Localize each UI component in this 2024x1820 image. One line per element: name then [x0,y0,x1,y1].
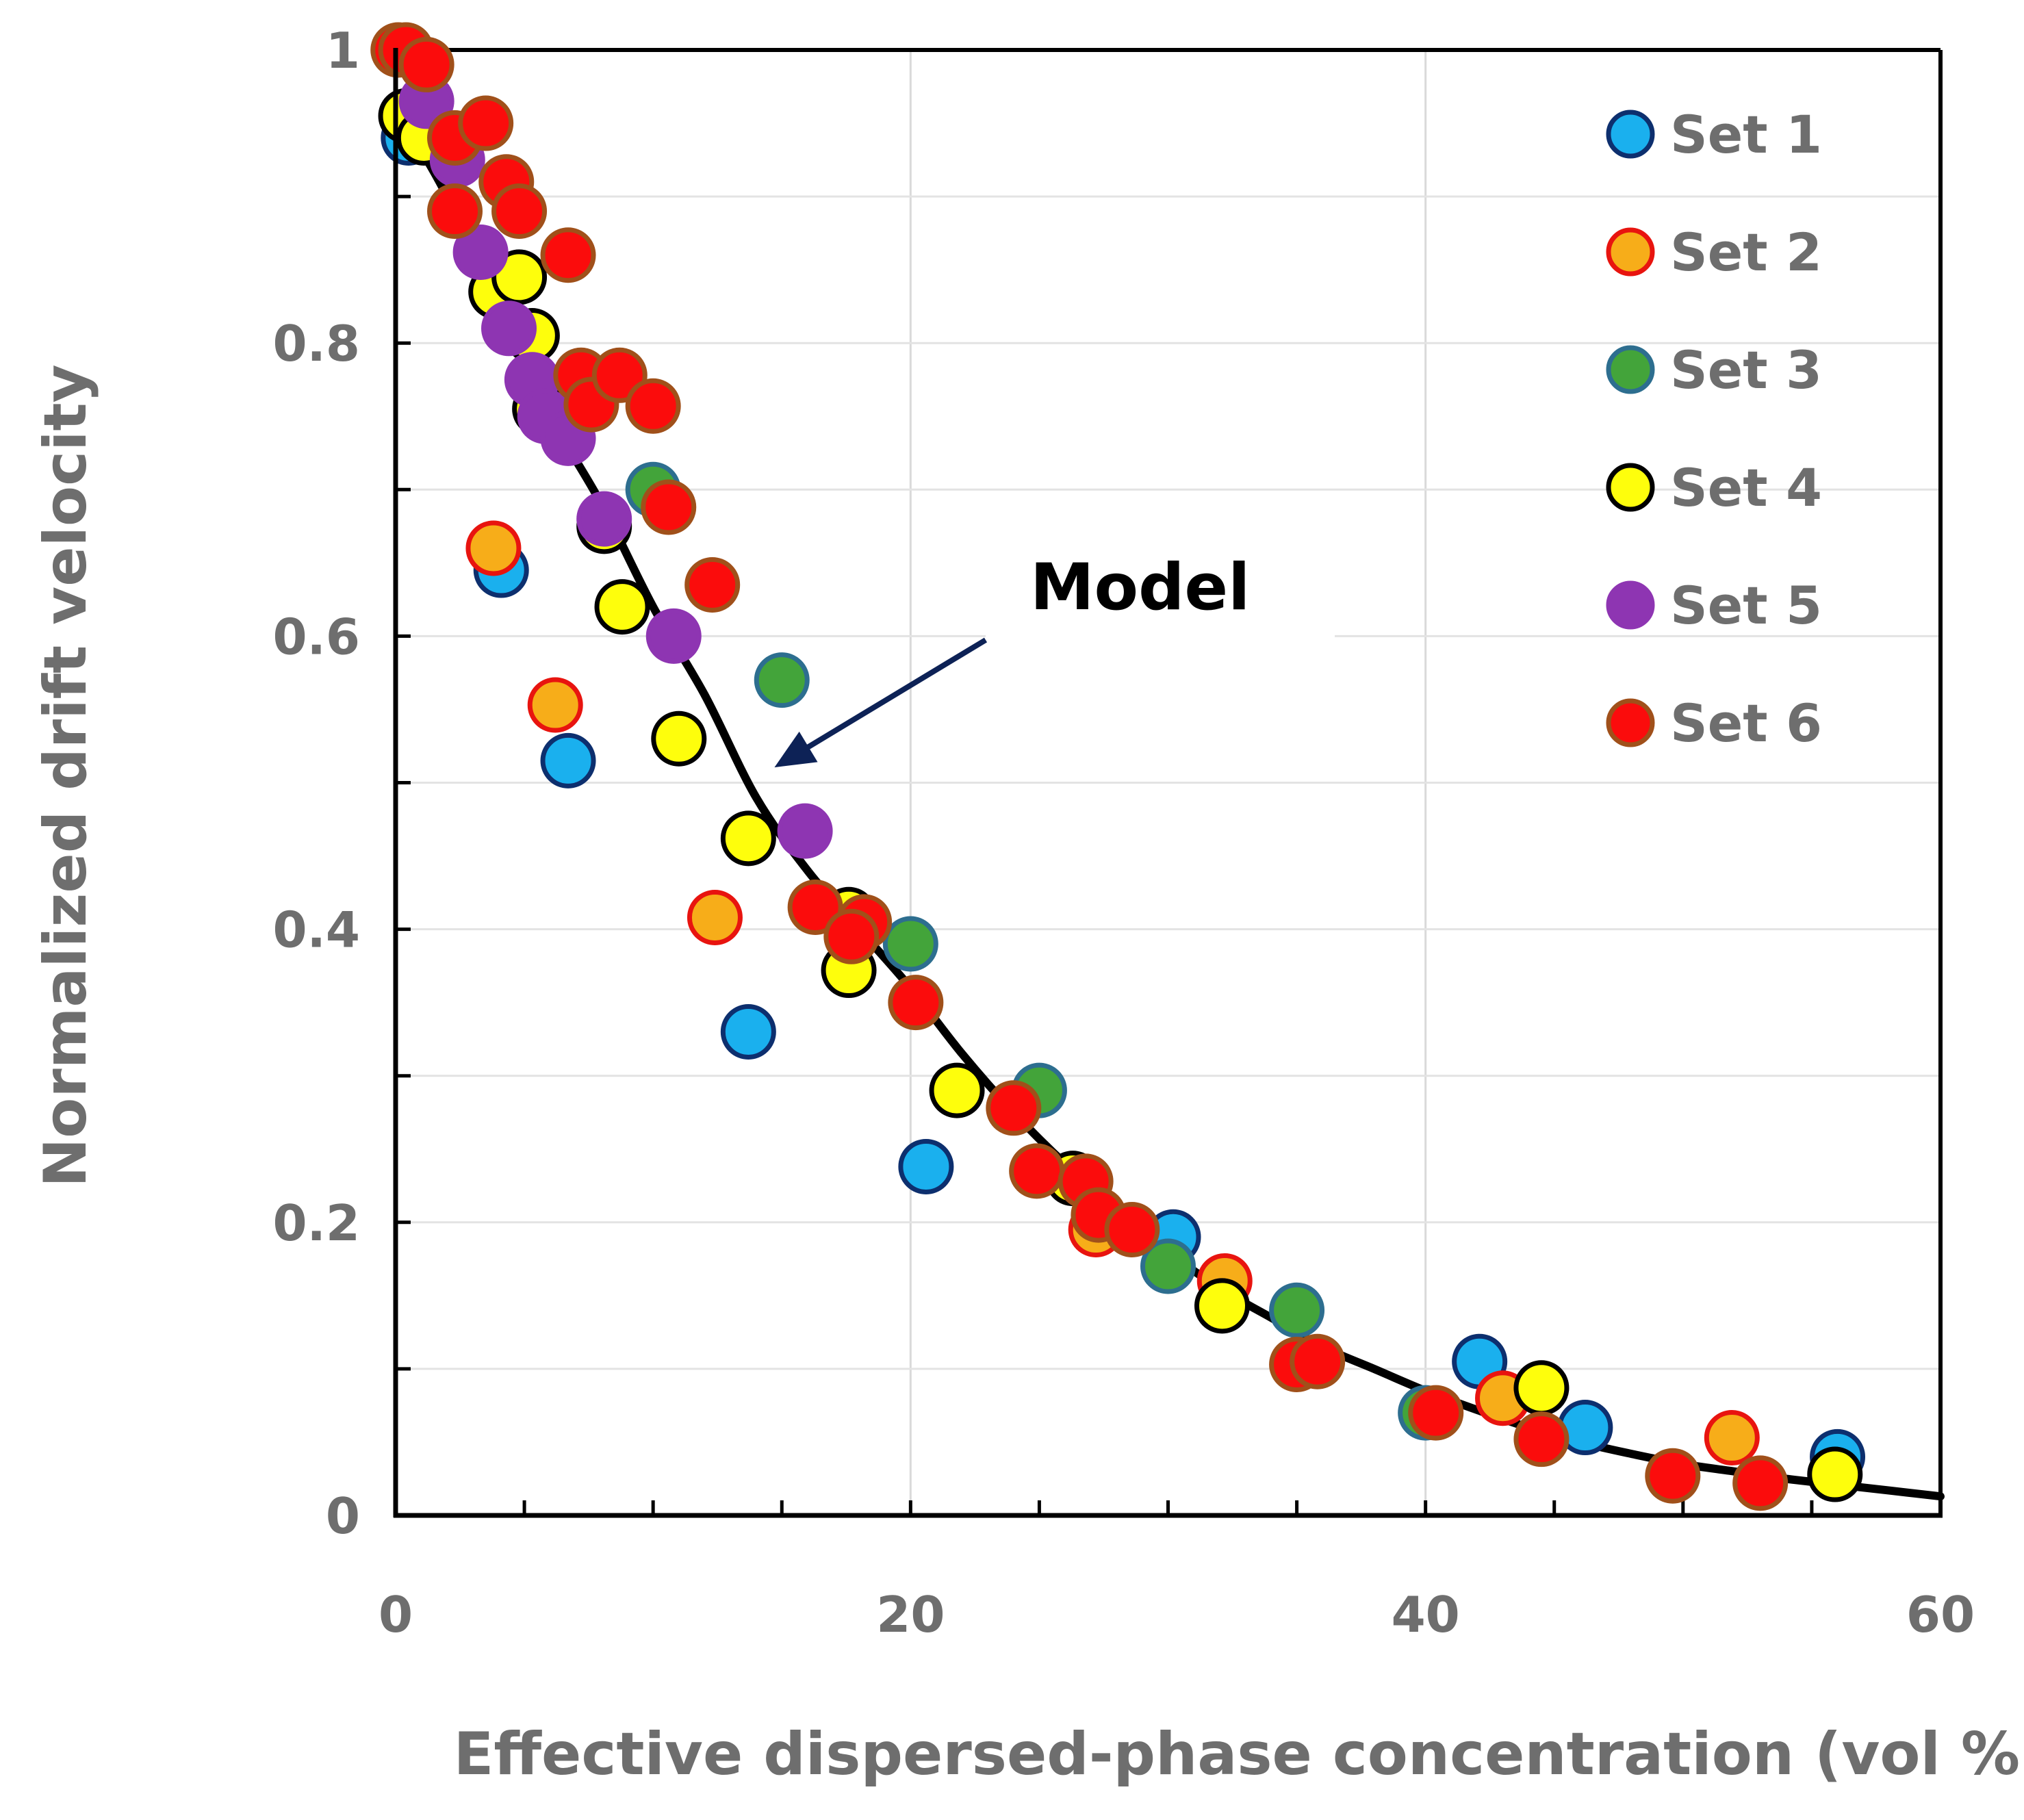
data-point [898,1138,954,1194]
data-point [1290,1333,1346,1389]
data-point [1009,1143,1065,1199]
y-tick-labels: 0 0.2 0.4 0.6 0.8 1 [272,22,360,1545]
data-point [720,810,776,867]
data-point [491,183,548,240]
annotation-background [986,541,1335,640]
data-point [491,249,548,305]
data-point [576,491,632,547]
data-point [651,710,707,767]
data-point [1104,1202,1160,1258]
data-point [1269,1282,1325,1338]
y-tick-label: 0.4 [272,901,360,959]
data-point [458,95,514,151]
y-axis-ticks [396,194,411,1371]
x-axis-ticks [522,1500,1814,1515]
legend-item-set-6: Set 6 [1606,693,1822,754]
data-point [594,579,650,635]
legend: Set 1 Set 2 Set 3 Set 4 Set 5 Set 6 [1606,104,1822,754]
data-point [986,1080,1042,1136]
legend-item-set-4: Set 4 [1606,457,1822,518]
data-point [1732,1455,1789,1511]
annotation-arrowhead [774,731,818,768]
legend-item-set-1: Set 1 [1606,104,1822,165]
data-point [465,520,522,576]
legend-item-set-3: Set 3 [1606,339,1822,400]
data-point [1807,1446,1863,1502]
series-set-5 [398,73,833,859]
y-tick-label: 0.2 [272,1194,360,1252]
y-tick-label: 0.6 [272,608,360,665]
y-tick-label: 0.8 [272,315,360,372]
data-point [1140,1238,1196,1294]
data-point [427,183,483,240]
legend-item-set-5: Set 5 [1606,575,1822,636]
x-tick-labels: 0 20 40 60 [379,1586,1975,1643]
data-point [823,908,880,964]
data-point [1408,1385,1464,1441]
model-annotation: Model [774,541,1335,768]
data-point [882,916,938,972]
data-point [1513,1360,1570,1416]
annotation-arrow [793,637,988,758]
series-set-2 [465,520,1760,1466]
data-point [888,975,944,1031]
data-point [687,889,743,945]
x-axis-title: Effective dispersed-phase concentration … [454,1720,2024,1789]
x-tick-label: 0 [379,1586,413,1643]
data-point [645,608,702,664]
data-point [481,300,537,357]
data-point [777,803,833,859]
legend-item-set-2: Set 2 [1606,222,1822,283]
data-point [787,879,843,935]
data-point [1645,1448,1701,1504]
data-point [1704,1410,1760,1466]
data-point [452,224,509,280]
legend-marker [1606,580,1655,630]
legend-label: Set 5 [1670,575,1822,636]
data-point [684,556,741,613]
data-point [1194,1278,1250,1334]
x-tick-label: 60 [1906,1586,1975,1643]
legend-label: Set 1 [1670,104,1822,165]
data-points [370,22,1866,1511]
data-point [720,1003,776,1060]
y-tick-label: 1 [326,22,360,79]
series-set-4 [378,88,1863,1502]
data-point [1513,1411,1570,1467]
legend-label: Set 3 [1670,339,1822,400]
data-point [754,652,810,708]
legend-marker [1606,227,1655,277]
data-point [398,36,454,92]
legend-label: Set 6 [1670,693,1822,754]
data-point [929,1062,985,1118]
legend-marker [1606,345,1655,394]
data-point [540,227,596,283]
legend-label: Set 4 [1670,457,1822,518]
y-tick-label: 0 [326,1487,360,1545]
x-tick-label: 40 [1392,1586,1460,1643]
legend-marker [1606,698,1655,747]
data-point [527,677,583,733]
series-set-1 [381,110,1866,1485]
x-tick-label: 20 [876,1586,945,1643]
legend-label: Set 2 [1670,222,1822,283]
legend-marker [1606,463,1655,512]
y-axis-title: Normalized drift velocity [31,364,100,1187]
legend-marker [1606,110,1655,159]
data-point [625,378,681,434]
data-point [641,479,697,535]
model-annotation-label: Model [1030,550,1250,625]
data-point [540,732,596,789]
series-set-6 [370,22,1789,1511]
